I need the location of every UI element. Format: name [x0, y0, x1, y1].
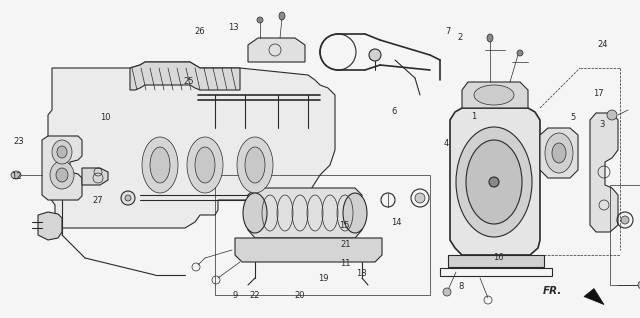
- Bar: [448, 255, 544, 267]
- Ellipse shape: [545, 133, 573, 173]
- Polygon shape: [235, 238, 382, 262]
- Ellipse shape: [517, 50, 523, 56]
- Text: 14: 14: [392, 218, 402, 227]
- Text: 23: 23: [14, 137, 24, 146]
- Ellipse shape: [474, 85, 514, 105]
- Polygon shape: [248, 188, 362, 238]
- Ellipse shape: [443, 288, 451, 296]
- Text: 25: 25: [184, 77, 194, 86]
- Polygon shape: [590, 113, 618, 232]
- Ellipse shape: [552, 143, 566, 163]
- Ellipse shape: [257, 17, 263, 23]
- Text: 8: 8: [458, 282, 463, 291]
- Ellipse shape: [343, 193, 367, 233]
- Polygon shape: [540, 128, 578, 178]
- Ellipse shape: [52, 140, 72, 164]
- Text: 3: 3: [599, 120, 604, 128]
- Text: 19: 19: [318, 274, 328, 283]
- Polygon shape: [462, 82, 528, 108]
- Text: 11: 11: [340, 259, 351, 268]
- Bar: [610, 185, 640, 285]
- Ellipse shape: [369, 49, 381, 61]
- Ellipse shape: [142, 137, 178, 193]
- Ellipse shape: [187, 137, 223, 193]
- Ellipse shape: [487, 34, 493, 42]
- Ellipse shape: [237, 137, 273, 193]
- Text: 15: 15: [339, 221, 349, 230]
- Ellipse shape: [638, 281, 640, 289]
- Ellipse shape: [57, 146, 67, 158]
- Text: 18: 18: [356, 269, 367, 278]
- Text: 9: 9: [233, 291, 238, 300]
- Text: 27: 27: [92, 196, 102, 205]
- Ellipse shape: [125, 195, 131, 201]
- Bar: [440, 268, 552, 276]
- Text: 20: 20: [294, 291, 305, 300]
- Text: 1: 1: [471, 112, 476, 121]
- Text: 24: 24: [598, 40, 608, 49]
- Polygon shape: [130, 62, 240, 90]
- Text: 10: 10: [100, 113, 111, 122]
- Polygon shape: [584, 288, 604, 305]
- Ellipse shape: [56, 168, 68, 182]
- Polygon shape: [38, 212, 62, 240]
- Ellipse shape: [245, 147, 265, 183]
- Ellipse shape: [279, 12, 285, 20]
- Text: 6: 6: [391, 107, 396, 116]
- Ellipse shape: [607, 110, 617, 120]
- Ellipse shape: [195, 147, 215, 183]
- Polygon shape: [450, 108, 540, 255]
- Bar: [215, 175, 430, 295]
- Polygon shape: [48, 62, 335, 228]
- Text: 4: 4: [444, 139, 449, 148]
- Polygon shape: [42, 136, 82, 200]
- Ellipse shape: [456, 127, 532, 237]
- Ellipse shape: [11, 171, 21, 179]
- Text: 7: 7: [445, 27, 451, 36]
- Text: 5: 5: [570, 113, 575, 122]
- Text: 21: 21: [340, 240, 351, 249]
- Text: 17: 17: [593, 89, 604, 98]
- Text: 12: 12: [11, 172, 21, 181]
- Text: 26: 26: [195, 27, 205, 36]
- Text: 2: 2: [457, 33, 462, 42]
- Text: 16: 16: [493, 253, 503, 262]
- Ellipse shape: [466, 140, 522, 224]
- Ellipse shape: [121, 191, 135, 205]
- Text: 13: 13: [228, 23, 239, 31]
- Ellipse shape: [243, 193, 267, 233]
- Ellipse shape: [150, 147, 170, 183]
- Text: FR.: FR.: [543, 286, 562, 295]
- Ellipse shape: [50, 161, 74, 189]
- Ellipse shape: [621, 216, 629, 224]
- Polygon shape: [248, 38, 305, 62]
- Ellipse shape: [415, 193, 425, 203]
- Ellipse shape: [489, 177, 499, 187]
- Text: 22: 22: [250, 291, 260, 300]
- Polygon shape: [82, 168, 108, 185]
